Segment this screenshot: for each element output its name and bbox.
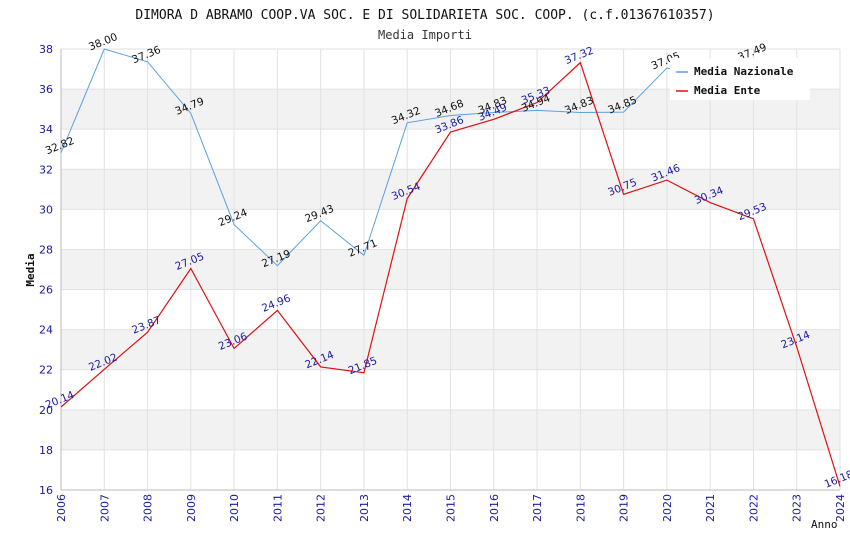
chart-subtitle: Media Importi (378, 28, 472, 42)
axes (60, 49, 840, 491)
y-tick-label: 18 (39, 444, 53, 457)
x-axis-label: Anno (811, 518, 838, 531)
x-tick-label: 2020 (661, 494, 674, 522)
x-tick-label: 2009 (185, 494, 198, 522)
x-tick-label: 2006 (55, 494, 68, 522)
x-tick-label: 2010 (228, 494, 241, 522)
y-tick-labels: 16 18 20 22 24 26 28 30 32 34 36 38 (39, 43, 53, 497)
y-tick-label: 32 (39, 163, 53, 176)
y-tick-label: 20 (39, 404, 53, 417)
y-axis-label: Media (24, 253, 37, 286)
legend-box (670, 58, 810, 100)
series-line-media-nazionale (60, 48, 754, 267)
legend-label-media-ente: Media Ente (694, 84, 761, 97)
y-tick-label: 38 (39, 43, 53, 56)
x-tick-label: 2024 (834, 494, 847, 522)
y-tick-label: 36 (39, 83, 53, 96)
y-tick-label: 26 (39, 284, 53, 297)
series-lines (60, 48, 841, 487)
x-tick-label: 2019 (618, 494, 631, 522)
y-tick-label: 22 (39, 364, 53, 377)
series-line-media-ente (60, 61, 841, 487)
x-tick-label: 2017 (531, 494, 544, 522)
x-tick-label: 2012 (315, 494, 328, 522)
y-tick-label: 34 (39, 123, 53, 136)
x-tick-label: 2022 (747, 494, 760, 522)
x-tick-label: 2016 (488, 494, 501, 522)
y-tick-label: 28 (39, 243, 53, 256)
y-tick-label: 16 (39, 484, 53, 497)
y-tick-label: 24 (39, 324, 53, 337)
legend-label-media-nazionale: Media Nazionale (694, 65, 794, 78)
legend: Media Nazionale Media Ente (670, 58, 810, 100)
x-tick-label: 2013 (358, 494, 371, 522)
x-tick-label: 2011 (271, 494, 284, 522)
x-tick-label: 2021 (704, 494, 717, 522)
y-tick-label: 30 (39, 203, 53, 216)
x-tick-label: 2023 (791, 494, 804, 522)
x-tick-label: 2018 (574, 494, 587, 522)
chart-title: DIMORA D ABRAMO COOP.VA SOC. E DI SOLIDA… (135, 8, 714, 23)
x-tick-label: 2014 (401, 494, 414, 522)
x-tick-label: 2008 (142, 494, 155, 522)
x-tick-label: 2015 (445, 494, 458, 522)
x-tick-labels: 2006 2007 2008 2009 2010 2011 2012 2013 2014 2015… (55, 494, 847, 522)
x-tick-label: 2007 (98, 494, 111, 522)
